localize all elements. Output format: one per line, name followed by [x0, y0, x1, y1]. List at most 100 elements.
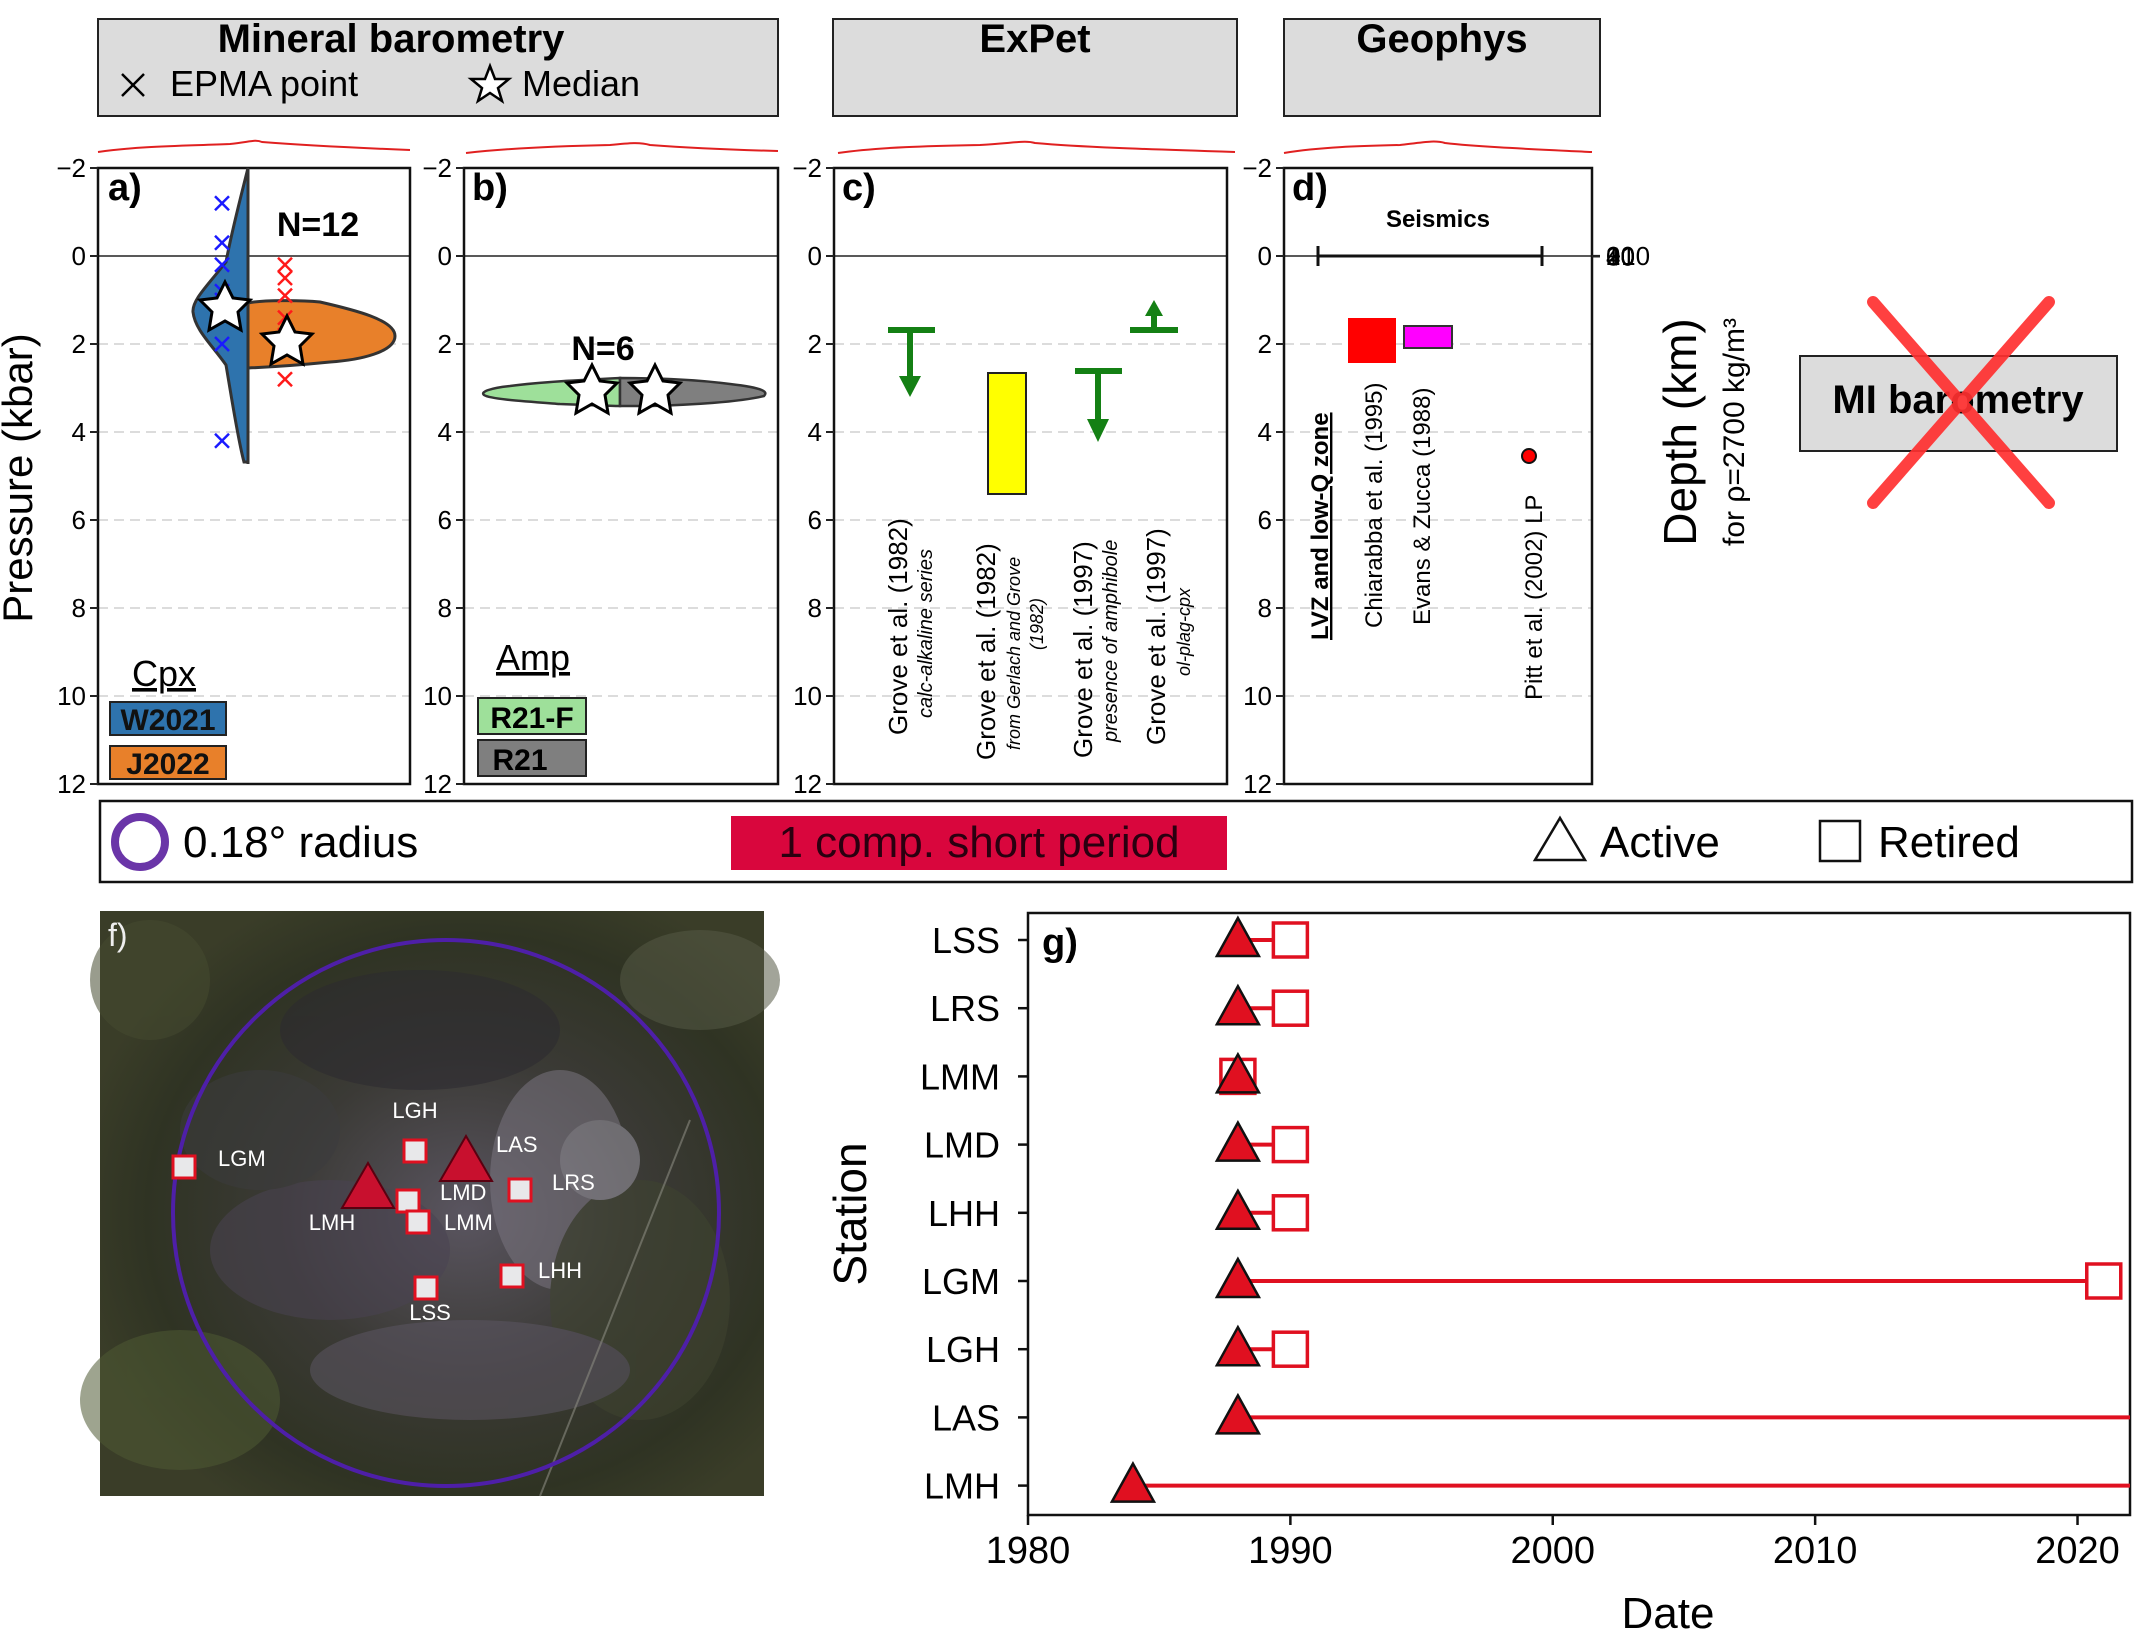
- panel-b-label: b): [472, 167, 508, 209]
- study-pitt-point: [1521, 448, 1537, 464]
- pressure-tick-label: 0: [72, 241, 86, 271]
- g-retired-marker: [1271, 1330, 1310, 1368]
- study-evans-box: [1403, 325, 1453, 349]
- pressure-tick-label: −2: [1242, 153, 1272, 183]
- g-xtick-label: 1990: [1248, 1530, 1333, 1572]
- depth-tick-label: 0: [1606, 241, 1620, 271]
- pressure-tick-label: 2: [1258, 329, 1272, 359]
- g-xtick-label: 2010: [1773, 1530, 1858, 1572]
- depth-tick-label: 40: [1606, 241, 1635, 271]
- header-expet-title: ExPet: [979, 17, 1090, 61]
- epma-point: [214, 336, 230, 352]
- pressure-tick-label: 8: [72, 593, 86, 623]
- pressure-axis-label: Pressure (kbar): [0, 333, 41, 622]
- map-station-label: LGM: [218, 1146, 266, 1171]
- median-star-j2022: [258, 312, 316, 367]
- map-station-retired: [395, 1188, 421, 1214]
- pressure-tick-label: 6: [72, 505, 86, 535]
- pressure-tick-label: 12: [423, 769, 452, 799]
- g-xlabel: Date: [1622, 1589, 1715, 1638]
- legend-epma: EPMA point: [170, 63, 358, 104]
- pressure-tick-label: 4: [72, 417, 86, 447]
- pressure-tick-label: 10: [793, 681, 822, 711]
- legend-r21f: R21-F: [490, 702, 573, 735]
- pressure-tick-label: 12: [793, 769, 822, 799]
- g-active-marker: [1214, 1324, 1262, 1367]
- map-station-retired: [507, 1177, 533, 1203]
- pressure-tick-label: 0: [438, 241, 452, 271]
- epma-cross-icon: [121, 73, 145, 97]
- radius-circle-icon: [111, 813, 169, 871]
- study-c4-note: ol-plag-cpx: [1174, 587, 1194, 676]
- g-active-marker: [1214, 1120, 1262, 1162]
- g-active-marker: [1214, 1256, 1262, 1299]
- depth-axis-sublabel: for ρ=2700 kg/m³: [1718, 318, 1751, 546]
- header-geophys-title: Geophys: [1356, 17, 1527, 61]
- pressure-tick-label: 2: [438, 329, 452, 359]
- study-c2-note: from Gerlach and Grove: [1004, 557, 1024, 750]
- panel-a-n: N=12: [277, 206, 359, 244]
- epma-point: [214, 234, 230, 251]
- panel-b-frame: [462, 166, 780, 786]
- panel-f-label: f): [108, 917, 128, 953]
- g-active-marker: [1214, 1392, 1262, 1435]
- pressure-tick-label: 8: [438, 593, 452, 623]
- pressure-tick-label: 12: [1243, 769, 1272, 799]
- depth-tick-label: −10: [1606, 241, 1650, 271]
- g-active-marker: [1214, 983, 1262, 1026]
- g-station-label: LGM: [922, 1261, 1000, 1302]
- study-grove1982-calc-arrow: [888, 327, 935, 397]
- map-station-retired: [402, 1138, 428, 1164]
- pressure-tick-label: 2: [808, 329, 822, 359]
- median-star-r21: [626, 361, 684, 416]
- seismics-label: Seismics: [1386, 206, 1490, 233]
- panel-a-mineral: Cpx: [132, 653, 196, 694]
- map-station-retired: [413, 1275, 439, 1301]
- study-chiarabba-label: Chiarabba et al. (1995): [1361, 383, 1388, 628]
- header-expet: ExPet: [832, 17, 1238, 117]
- panel-a-frame: [96, 166, 412, 786]
- map-station-active: [340, 1161, 396, 1209]
- panel-b-mineral: Amp: [496, 637, 570, 678]
- g-active-marker: [1214, 915, 1262, 958]
- pressure-tick-label: 2: [72, 329, 86, 359]
- pressure-tick-label: −2: [422, 153, 452, 183]
- panel-f-map: f) LGH LAS LGM LMD LRS LMH LMM LHH LSS: [80, 911, 780, 1497]
- map-station-retired: [171, 1154, 197, 1180]
- pressure-tick-label: 8: [808, 593, 822, 623]
- header-geophys: Geophys: [1283, 17, 1601, 117]
- study-c1-note: calc-alkaline series: [915, 549, 937, 718]
- g-active-marker: [1214, 1051, 1262, 1094]
- red-traces: [97, 139, 1593, 154]
- epma-point: [277, 256, 293, 273]
- radius-circle: [171, 938, 721, 1488]
- depth-axis-label: Depth (km): [1654, 318, 1706, 545]
- g-xtick-label: 1980: [986, 1530, 1071, 1572]
- panel-d: d) Seismics LVZ and low-Q zone Chiarabba…: [1292, 167, 1548, 700]
- study-grove1997-olplag-arrow: [1130, 300, 1178, 333]
- panel-c-label: c): [842, 167, 876, 209]
- pressure-tick-label: −2: [792, 153, 822, 183]
- map-station-retired: [405, 1209, 431, 1235]
- study-c2-name: Grove et al. (1982): [971, 543, 1001, 760]
- panel-b: b) N=6 Amp R21-F R21: [472, 167, 767, 777]
- g-retired-marker: [2085, 1262, 2123, 1300]
- study-evans-label: Evans & Zucca (1988): [1409, 388, 1436, 625]
- pressure-tick-label: 4: [438, 417, 452, 447]
- pressure-tick-label: 10: [423, 681, 452, 711]
- pressure-tick-label: 10: [1243, 681, 1272, 711]
- panel-g-label: g): [1042, 922, 1078, 964]
- legend-w2021: W2021: [120, 704, 215, 737]
- g-retired-marker: [1271, 921, 1310, 959]
- study-c3-name: Grove et al. (1997): [1068, 541, 1098, 758]
- active-triangle-icon: [1532, 815, 1588, 862]
- legend-retired: Retired: [1878, 818, 2020, 867]
- epma-point: [214, 256, 230, 273]
- panel-b-n: N=6: [571, 330, 634, 368]
- pressure-tick-label: 12: [57, 769, 86, 799]
- legend-j2022: J2022: [126, 748, 209, 781]
- study-c1-name: Grove et al. (1982): [883, 518, 913, 735]
- map-station-retired: [499, 1263, 525, 1289]
- retired-square-icon: [1818, 819, 1862, 863]
